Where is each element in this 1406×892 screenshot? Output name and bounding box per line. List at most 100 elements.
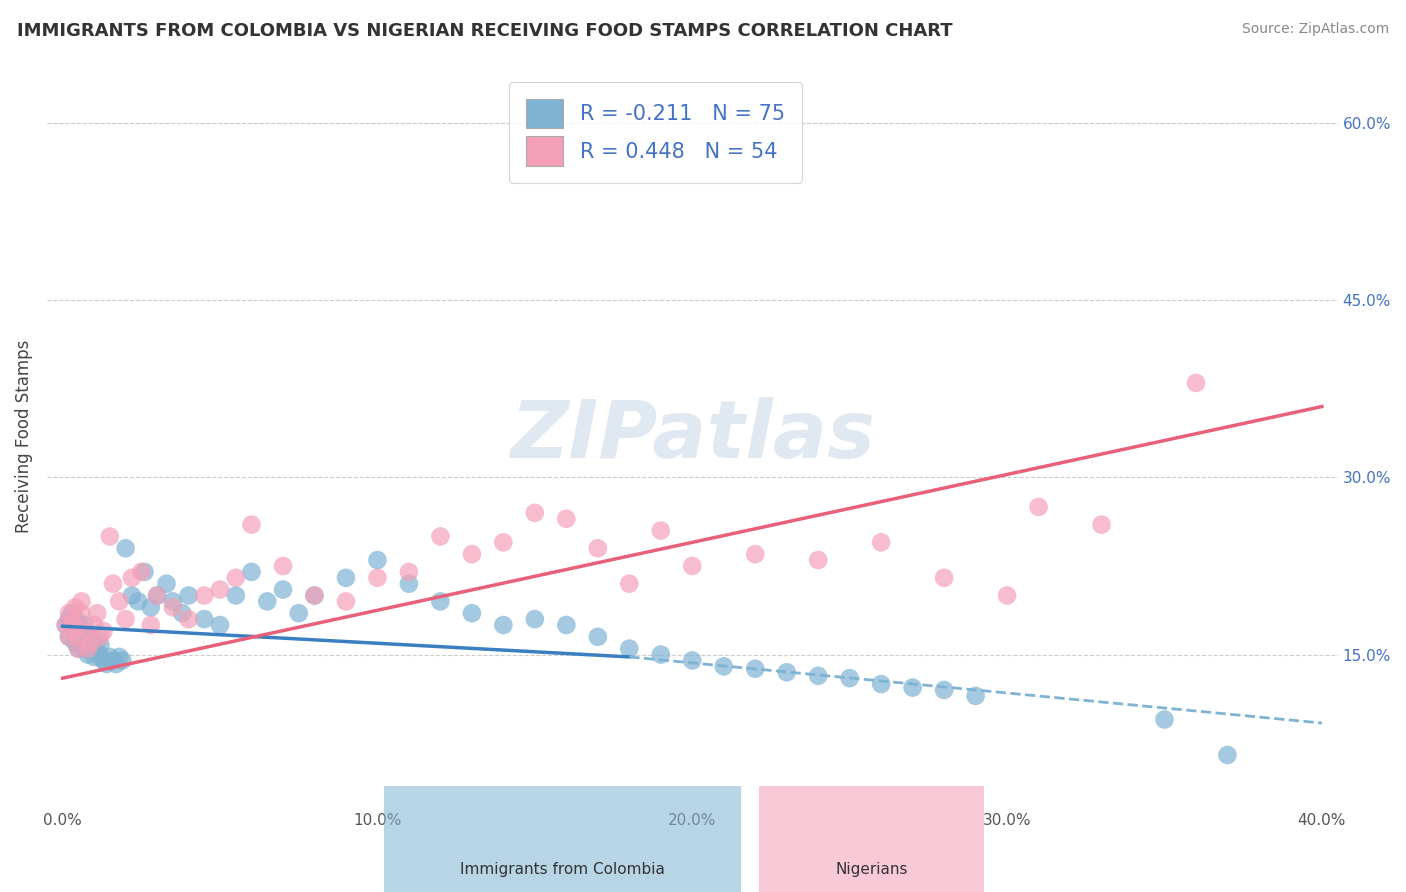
Text: Source: ZipAtlas.com: Source: ZipAtlas.com xyxy=(1241,22,1389,37)
Point xyxy=(586,541,609,556)
Point xyxy=(335,571,357,585)
Point xyxy=(177,589,200,603)
Point xyxy=(55,618,77,632)
Point xyxy=(162,600,184,615)
Point xyxy=(240,565,263,579)
Point xyxy=(555,618,578,632)
Point xyxy=(650,524,672,538)
Point xyxy=(70,606,93,620)
Point xyxy=(67,618,90,632)
Point xyxy=(619,641,641,656)
Point xyxy=(76,641,98,656)
Point xyxy=(225,571,247,585)
Point xyxy=(127,594,149,608)
Point xyxy=(681,559,703,574)
Point xyxy=(492,535,515,549)
Point xyxy=(73,630,96,644)
Point xyxy=(76,636,98,650)
Point xyxy=(932,683,955,698)
Point xyxy=(932,571,955,585)
Point xyxy=(555,512,578,526)
Point xyxy=(58,630,80,644)
Y-axis label: Receiving Food Stamps: Receiving Food Stamps xyxy=(15,339,32,533)
Point xyxy=(70,594,93,608)
Point xyxy=(83,618,105,632)
Text: ZIPatlas: ZIPatlas xyxy=(510,397,875,475)
Point xyxy=(67,630,90,644)
Point xyxy=(461,606,484,620)
Point xyxy=(650,648,672,662)
Point xyxy=(619,576,641,591)
Point xyxy=(177,612,200,626)
Point xyxy=(193,612,215,626)
Point xyxy=(335,594,357,608)
Point xyxy=(73,618,96,632)
Point xyxy=(271,582,294,597)
Point xyxy=(93,653,115,667)
Point xyxy=(60,624,83,638)
Point xyxy=(146,589,169,603)
Point xyxy=(65,624,87,638)
Point xyxy=(523,506,546,520)
Point xyxy=(60,618,83,632)
Point xyxy=(60,606,83,620)
Point xyxy=(172,606,194,620)
Point xyxy=(89,649,111,664)
Point xyxy=(58,630,80,644)
Point xyxy=(901,681,924,695)
Point xyxy=(67,641,90,656)
Point xyxy=(807,553,830,567)
Point xyxy=(193,589,215,603)
Point xyxy=(131,565,153,579)
Point xyxy=(139,618,162,632)
Point xyxy=(398,565,420,579)
Point xyxy=(73,624,96,638)
Point xyxy=(65,636,87,650)
Point xyxy=(101,576,124,591)
Point xyxy=(70,624,93,638)
Point xyxy=(492,618,515,632)
Point xyxy=(1185,376,1208,390)
Point xyxy=(86,633,108,648)
Point xyxy=(55,618,77,632)
Point xyxy=(89,630,111,644)
Point xyxy=(111,653,134,667)
Point xyxy=(461,547,484,561)
Point xyxy=(208,582,231,597)
Point xyxy=(108,649,131,664)
Text: IMMIGRANTS FROM COLOMBIA VS NIGERIAN RECEIVING FOOD STAMPS CORRELATION CHART: IMMIGRANTS FROM COLOMBIA VS NIGERIAN REC… xyxy=(17,22,952,40)
Point xyxy=(121,571,143,585)
Point xyxy=(744,662,766,676)
Point xyxy=(146,589,169,603)
Point xyxy=(108,594,131,608)
Point xyxy=(98,529,121,543)
Point xyxy=(807,669,830,683)
Point xyxy=(523,612,546,626)
Point xyxy=(271,559,294,574)
Point xyxy=(86,645,108,659)
Point xyxy=(58,612,80,626)
Point xyxy=(429,594,451,608)
Point xyxy=(83,649,105,664)
Point xyxy=(1090,517,1112,532)
Point xyxy=(80,636,103,650)
Point xyxy=(398,576,420,591)
Point xyxy=(76,648,98,662)
Point xyxy=(96,657,118,671)
Text: Immigrants from Colombia: Immigrants from Colombia xyxy=(460,863,665,877)
Point xyxy=(93,624,115,638)
Point xyxy=(586,630,609,644)
Point xyxy=(60,624,83,638)
Point xyxy=(1028,500,1050,514)
Point xyxy=(838,671,860,685)
Point xyxy=(713,659,735,673)
Point xyxy=(162,594,184,608)
Point xyxy=(995,589,1018,603)
Point xyxy=(429,529,451,543)
Point xyxy=(240,517,263,532)
Point xyxy=(304,589,326,603)
Legend: R = -0.211   N = 75, R = 0.448   N = 54: R = -0.211 N = 75, R = 0.448 N = 54 xyxy=(509,82,801,183)
Point xyxy=(366,571,388,585)
Point xyxy=(80,641,103,656)
Point xyxy=(681,653,703,667)
